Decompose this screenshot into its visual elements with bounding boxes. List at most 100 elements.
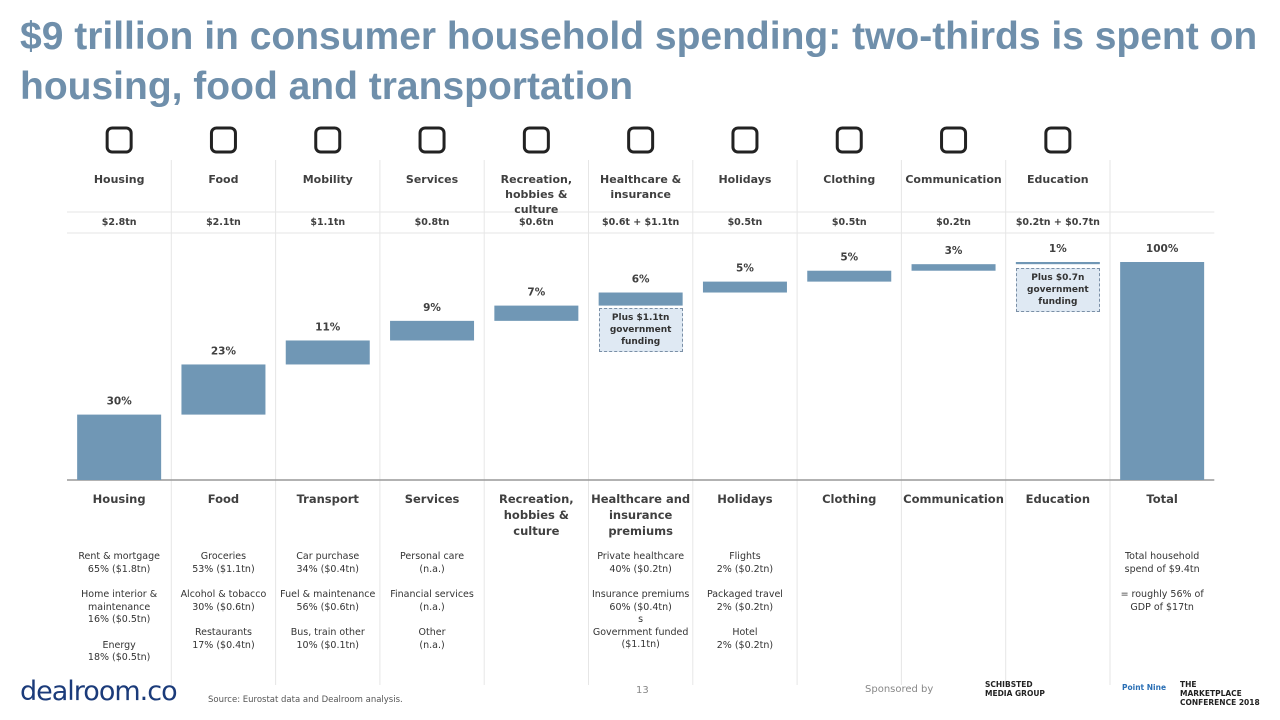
- value-label: 11%: [315, 321, 341, 333]
- detail-column: Groceries 53% ($1.1tn) Alcohol & tobacco …: [173, 551, 273, 665]
- detail-text: Flights 2% ($0.2tn): [716, 551, 774, 575]
- detail-text: Private healthcare 40% ($0.2tn): [597, 551, 685, 575]
- amount: $0.2tn + $0.7tn: [1015, 217, 1100, 228]
- icon: [522, 126, 550, 154]
- detail-column: Rent & mortgage 65% ($1.8tn) Home interio…: [69, 551, 169, 678]
- bar: [77, 414, 162, 480]
- amount: $0.2tn: [936, 217, 971, 228]
- top-label: Recreation, hobbies & culture: [500, 173, 573, 216]
- x-label: Food: [207, 492, 240, 506]
- sponsor: SCHIBSTED MEDIA GROUP: [985, 680, 1045, 698]
- detail-text: Hotel 2% ($0.2tn): [716, 627, 774, 651]
- bar: [1120, 262, 1205, 480]
- amount: $0.6tn: [518, 217, 554, 228]
- icon: [105, 126, 133, 154]
- value-label: 3%: [945, 245, 963, 257]
- value-label: 30%: [107, 396, 133, 408]
- value-label: 5%: [736, 263, 754, 275]
- source: Source: Eurostat data and Dealroom analy…: [208, 695, 403, 705]
- top-label: Mobility: [302, 173, 353, 186]
- value-label: 7%: [527, 287, 545, 299]
- amount: $0.8tn: [414, 217, 450, 228]
- icon: [627, 126, 655, 154]
- amount: $1.1tn: [310, 217, 346, 228]
- x-label: Holidays: [717, 492, 773, 506]
- detail-column: Flights 2% ($0.2tn) Packaged travel 2% ($…: [695, 551, 795, 665]
- icon: [835, 126, 863, 154]
- amount: $0.5tn: [831, 217, 867, 228]
- top-label: Communication: [905, 173, 1002, 186]
- page-number: 13: [636, 685, 649, 696]
- annotation: Plus $1.1tn government funding: [598, 308, 683, 352]
- value-label: 6%: [632, 274, 650, 286]
- value-label: 23%: [211, 345, 237, 357]
- detail-text: Home interior & maintenance 16% ($0.5tn): [81, 589, 158, 625]
- value-label: 1%: [1049, 243, 1067, 255]
- top-label: Services: [405, 173, 459, 186]
- top-label: Education: [1027, 173, 1089, 186]
- detail-text: Packaged travel 2% ($0.2tn): [706, 589, 783, 613]
- top-label: Housing: [93, 173, 145, 186]
- detail-text: Rent & mortgage 65% ($1.8tn): [78, 551, 160, 575]
- bar: [598, 292, 683, 306]
- detail-text: Restaurants 17% ($0.4tn): [192, 627, 255, 651]
- detail-text: Personal care (n.a.): [400, 551, 465, 575]
- x-label: Communication: [903, 492, 1004, 506]
- bar: [702, 281, 787, 293]
- x-label: Healthcare and insurance premiums: [591, 492, 691, 538]
- icon: [940, 126, 968, 154]
- icon: [418, 126, 446, 154]
- x-label: Education: [1025, 492, 1091, 506]
- icon: [731, 126, 759, 154]
- detail-column: Total household spend of $9.4tn = roughly…: [1112, 551, 1212, 627]
- x-label: Housing: [92, 492, 146, 506]
- detail-text: Other (n.a.): [418, 627, 446, 651]
- x-label: Clothing: [822, 492, 877, 506]
- detail-text: Alcohol & tobacco 30% ($0.6tn): [180, 589, 267, 613]
- x-label: Recreation, hobbies & culture: [499, 492, 574, 538]
- top-label: Holidays: [718, 173, 772, 186]
- icon: [1044, 126, 1072, 154]
- annotation: Plus $0.7n government funding: [1015, 268, 1100, 312]
- top-label: Clothing: [823, 173, 876, 186]
- detail-text: Energy 18% ($0.5tn): [87, 639, 151, 664]
- detail-text: Bus, train other 10% ($0.1tn): [290, 627, 365, 651]
- amount: $2.1tn: [206, 217, 241, 228]
- detail-column: Personal care (n.a.) Financial services (…: [382, 551, 482, 665]
- bar: [390, 320, 475, 341]
- title: $9 trillion in consumer household spendi…: [20, 15, 1258, 108]
- bar: [911, 264, 996, 271]
- detail-text: Fuel & maintenance 56% ($0.6tn): [280, 589, 376, 613]
- x-label: Transport: [296, 492, 359, 506]
- sponsor: THE MARKETPLACE CONFERENCE 2018: [1180, 680, 1260, 707]
- icon: [209, 126, 237, 154]
- detail-text: Financial services (n.a.): [390, 589, 474, 613]
- x-label: Services: [404, 492, 460, 506]
- amount: $0.6t + $1.1tn: [601, 217, 680, 228]
- sponsored-by: Sponsored by: [865, 684, 934, 695]
- detail-text: Total household spend of $9.4tn: [1124, 551, 1200, 575]
- detail-text: Car purchase 34% ($0.4tn): [296, 551, 360, 575]
- bar: [494, 305, 579, 321]
- value-label: 5%: [840, 252, 858, 264]
- value-label: 9%: [423, 302, 441, 314]
- amount: $0.5tn: [727, 217, 763, 228]
- amount: $2.8tn: [101, 217, 137, 228]
- bar: [1015, 262, 1100, 265]
- detail-text: Groceries 53% ($1.1tn): [192, 551, 255, 575]
- bar: [807, 270, 892, 282]
- bar: [181, 364, 266, 415]
- value-label: 100%: [1146, 243, 1179, 255]
- x-label: Total: [1146, 492, 1178, 506]
- detail-text: = roughly 56% of GDP of $17tn: [1120, 589, 1204, 613]
- detail-column: Car purchase 34% ($0.4tn) Fuel & maintena…: [278, 551, 378, 665]
- top-label: Healthcare & insurance: [600, 173, 682, 201]
- sponsor: Point Nine: [1122, 683, 1167, 692]
- detail-text: Insurance premiums 60% ($0.4tn) s Govern…: [591, 589, 690, 650]
- icon: [314, 126, 342, 154]
- top-label: Food: [208, 173, 239, 186]
- detail-column: Private healthcare 40% ($0.2tn) Insurance…: [591, 551, 691, 665]
- logo: dealroom.co: [20, 676, 178, 707]
